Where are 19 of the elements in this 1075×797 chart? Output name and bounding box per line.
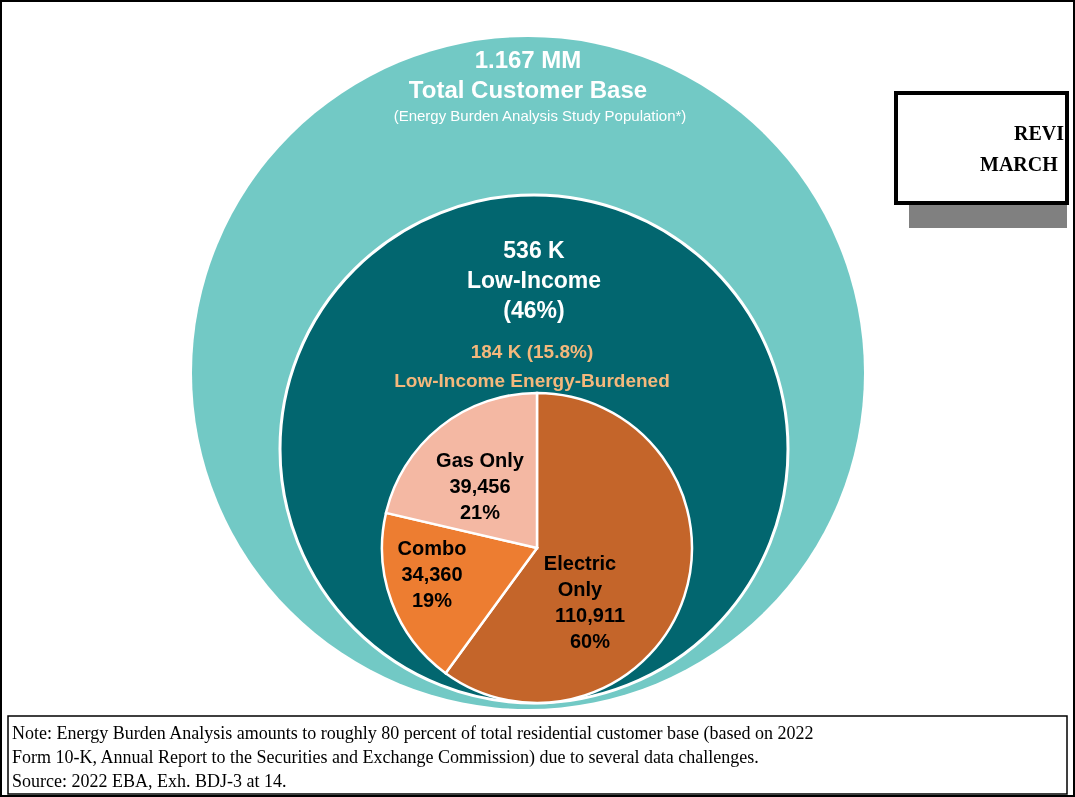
slice-label: Combo xyxy=(397,537,467,559)
data-label: 110,911 60% xyxy=(554,604,626,652)
text: 536 K xyxy=(503,237,566,263)
slice-label: Electric Only xyxy=(543,552,617,600)
source-note: Source: 2022 EBA, Exh. BDJ-3 at 14. xyxy=(12,771,287,791)
text: (46%) xyxy=(503,297,565,323)
data-label: 39,456 21% xyxy=(449,475,511,523)
data-label: 34,360 19% xyxy=(401,563,463,611)
text: Low-Income Energy-Burdened xyxy=(394,370,670,391)
text: Total Customer Base xyxy=(408,76,648,103)
text: Low-Income xyxy=(466,267,602,293)
text: Note: Energy Burden Analysis amounts to roughly 80 percent of total residential customer base (based on 2022 xyxy=(12,723,814,744)
text: 1.167 MM xyxy=(474,46,582,73)
slice-label: Gas Only xyxy=(436,449,525,471)
text: REVI xyxy=(1014,122,1065,144)
text: MARCH xyxy=(980,153,1059,175)
text: 184 K (15.8%) xyxy=(470,341,594,362)
text: (Energy Burden Analysis Study Population*) xyxy=(393,107,687,124)
text: Form 10-K, Annual Report to the Securities and Exchange Commission) due to several data challenges. xyxy=(12,747,759,768)
